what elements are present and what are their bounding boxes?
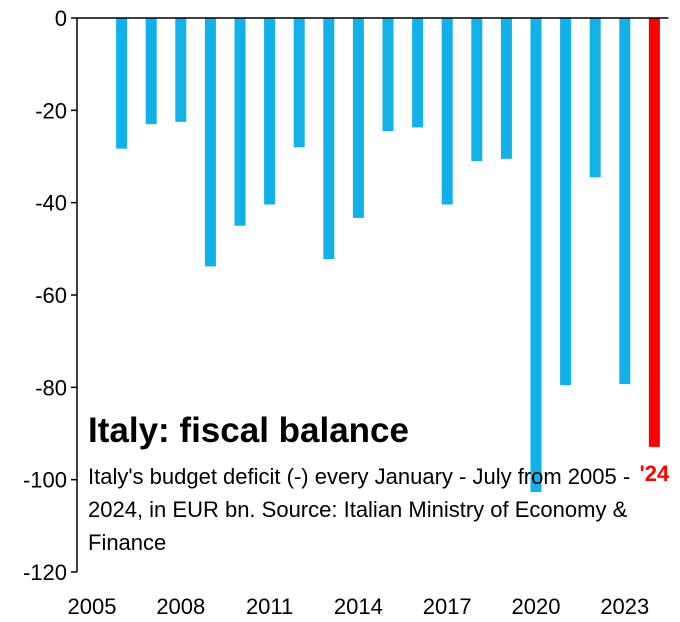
bar-2023 xyxy=(619,18,631,385)
y-axis-ticks: 0 -20 -40 -60 -80 -100 -120 xyxy=(23,6,77,585)
x-tick-label: 2011 xyxy=(246,594,293,619)
bar-2006 xyxy=(116,18,128,149)
bar-2016 xyxy=(412,18,424,128)
chart-title-block: Italy: fiscal balance Italy's budget def… xyxy=(88,410,668,559)
bar-2014 xyxy=(352,18,364,218)
bars-group xyxy=(116,18,660,493)
chart-title: Italy: fiscal balance xyxy=(88,411,409,450)
y-tick-label: -80 xyxy=(35,375,67,400)
bar-2010 xyxy=(234,18,246,226)
x-axis-ticks: 2005 2008 2011 2014 2017 2020 2023 xyxy=(68,594,650,619)
bar-2013 xyxy=(323,18,335,259)
x-tick-label: 2020 xyxy=(512,594,561,619)
highlight-year-label: '24 xyxy=(640,461,670,486)
bar-2009 xyxy=(204,18,216,267)
x-tick-label: 2005 xyxy=(68,594,117,619)
x-tick-label: 2017 xyxy=(423,594,472,619)
x-tick-label: 2008 xyxy=(156,594,205,619)
bar-2019 xyxy=(500,18,512,159)
y-tick-label: -20 xyxy=(35,98,67,123)
bar-2011 xyxy=(264,18,276,205)
y-tick-label: 0 xyxy=(55,6,67,31)
y-tick-label: -100 xyxy=(23,468,67,493)
bar-2020 xyxy=(530,18,542,493)
chart-subtitle: Italy's budget deficit (-) every January… xyxy=(88,464,631,555)
y-tick-label: -40 xyxy=(35,191,67,216)
bar-2008 xyxy=(175,18,187,122)
x-tick-label: 2014 xyxy=(334,594,383,619)
y-tick-label: -120 xyxy=(23,560,67,585)
bar-2007 xyxy=(145,18,157,125)
bar-2024 xyxy=(648,18,660,447)
y-tick-label: -60 xyxy=(35,283,67,308)
bar-2018 xyxy=(471,18,483,162)
bar-2017 xyxy=(441,18,453,205)
bar-2012 xyxy=(293,18,305,148)
bar-2021 xyxy=(560,18,572,386)
bar-2015 xyxy=(382,18,394,132)
bar-2022 xyxy=(589,18,601,178)
x-tick-label: 2023 xyxy=(600,594,649,619)
